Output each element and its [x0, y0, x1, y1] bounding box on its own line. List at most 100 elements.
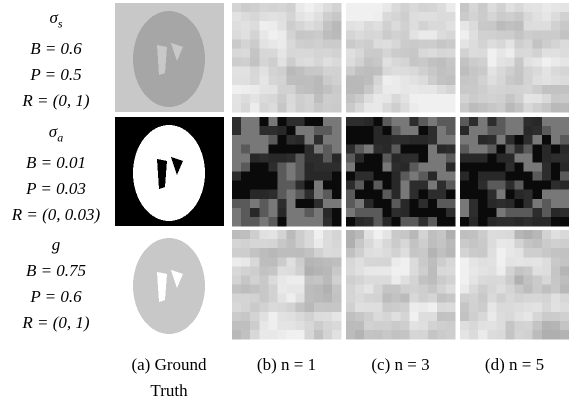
- pixel: [355, 117, 365, 127]
- pixel: [332, 248, 342, 258]
- pixel: [355, 153, 365, 163]
- pixel: [469, 190, 479, 200]
- pixel: [505, 312, 515, 322]
- pixel: [391, 103, 401, 113]
- pixel: [533, 76, 543, 86]
- pixel: [515, 126, 525, 136]
- pixel: [446, 153, 456, 163]
- pixel: [241, 153, 251, 163]
- pixel: [305, 248, 315, 258]
- pixel: [364, 321, 374, 331]
- pixel: [446, 144, 456, 154]
- pixel: [478, 48, 488, 58]
- pixel: [478, 190, 488, 200]
- pixel: [268, 85, 278, 95]
- pixel: [232, 162, 242, 172]
- pixel: [496, 248, 506, 258]
- pixel: [391, 162, 401, 172]
- pixel: [287, 303, 297, 313]
- pixel: [241, 85, 251, 95]
- pixel: [296, 117, 306, 127]
- pixel: [314, 30, 324, 40]
- pixel: [419, 199, 429, 209]
- pixel: [401, 39, 411, 49]
- reconstruction: [460, 117, 569, 227]
- pixel: [446, 208, 456, 218]
- pixel: [346, 39, 356, 49]
- pixel: [323, 153, 333, 163]
- pixel: [428, 208, 438, 218]
- pixel: [232, 39, 242, 49]
- pixel: [533, 321, 543, 331]
- pixel: [542, 67, 552, 77]
- pixel: [296, 266, 306, 276]
- pixel: [355, 172, 365, 182]
- pixel: [542, 39, 552, 49]
- pixel: [250, 275, 260, 285]
- pixel: [259, 172, 269, 182]
- pixel: [551, 126, 561, 136]
- pixel: [259, 126, 269, 136]
- pixel: [250, 321, 260, 331]
- pixel: [496, 190, 506, 200]
- pixel: [332, 39, 342, 49]
- pixel: [515, 135, 525, 145]
- pixel: [382, 103, 392, 113]
- pixel: [460, 94, 470, 104]
- pixel: [250, 48, 260, 58]
- pixel: [259, 257, 269, 267]
- pixel: [323, 67, 333, 77]
- pixel: [446, 39, 456, 49]
- pixel: [314, 76, 324, 86]
- pixel: [332, 135, 342, 145]
- parameter-line: B = 0.01: [0, 150, 112, 176]
- pixel: [305, 85, 315, 95]
- pixel: [446, 190, 456, 200]
- pixel: [355, 12, 365, 22]
- pixel: [382, 3, 392, 13]
- pixel: [364, 144, 374, 154]
- pixel: [250, 239, 260, 249]
- pixel: [469, 30, 479, 40]
- pixel: [355, 3, 365, 13]
- pixel: [382, 39, 392, 49]
- pixel: [323, 257, 333, 267]
- pixel: [241, 135, 251, 145]
- pixel: [382, 321, 392, 331]
- pixel: [346, 76, 356, 86]
- pixel: [496, 3, 506, 13]
- pixel: [487, 294, 497, 304]
- pixel: [346, 126, 356, 136]
- pixel: [437, 208, 447, 218]
- pixel: [419, 321, 429, 331]
- pixel: [419, 330, 429, 340]
- reconstruction: [460, 3, 569, 113]
- pixel: [446, 117, 456, 127]
- pixel: [314, 199, 324, 209]
- pixel: [551, 275, 561, 285]
- pixel: [469, 76, 479, 86]
- pixel: [277, 162, 287, 172]
- pixel: [250, 153, 260, 163]
- pixel: [437, 67, 447, 77]
- pixel: [277, 257, 287, 267]
- pixel: [460, 48, 470, 58]
- pixel: [401, 76, 411, 86]
- pixel: [542, 239, 552, 249]
- column-caption: (b) n = 1: [232, 352, 341, 378]
- pixel: [241, 199, 251, 209]
- pixel: [373, 126, 383, 136]
- pixel: [478, 76, 488, 86]
- pixel: [346, 199, 356, 209]
- pixel: [373, 172, 383, 182]
- pixel: [542, 12, 552, 22]
- pixel: [419, 85, 429, 95]
- pixel: [446, 94, 456, 104]
- pixel: [323, 208, 333, 218]
- pixel: [277, 181, 287, 191]
- pixel: [419, 162, 429, 172]
- pixel: [428, 76, 438, 86]
- pixel: [446, 217, 456, 227]
- pixel: [515, 58, 525, 68]
- pixel: [296, 190, 306, 200]
